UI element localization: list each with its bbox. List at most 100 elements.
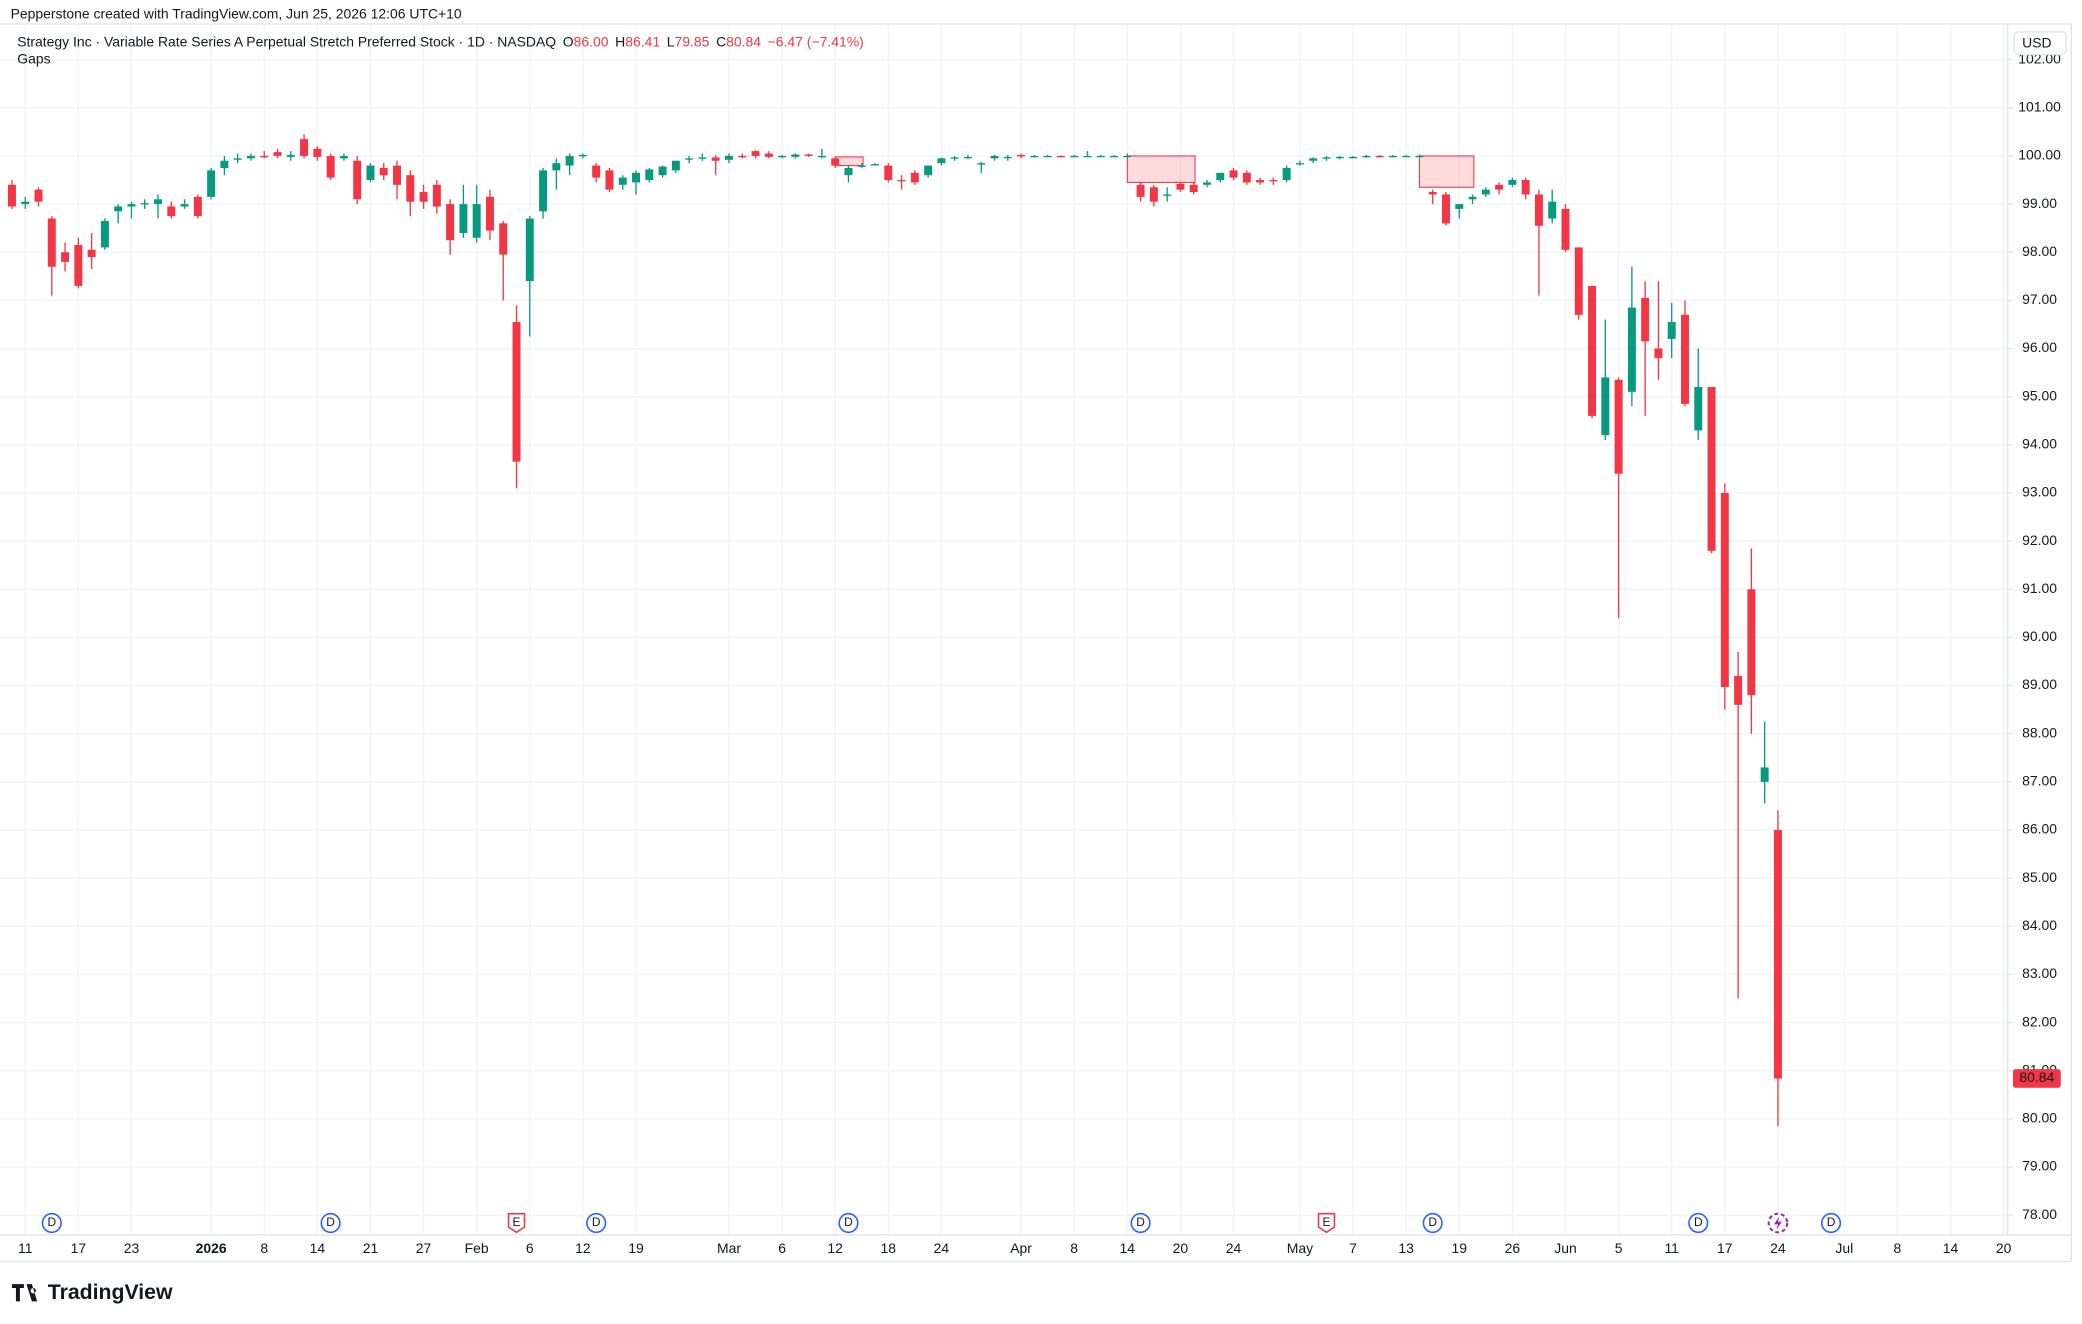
candle-body	[1017, 154, 1026, 157]
candle-body	[1149, 187, 1158, 202]
candle-body	[366, 165, 375, 181]
y-tick-label: 89.00	[2022, 676, 2057, 692]
candle-body	[300, 139, 309, 156]
x-tick-label: 20	[1996, 1240, 2012, 1256]
x-tick-label: Jun	[1554, 1240, 1576, 1256]
legend-title: Strategy Inc · Variable Rate Series A Pe…	[17, 33, 556, 49]
candle-body	[485, 196, 494, 231]
y-tick-label: 87.00	[2022, 773, 2057, 789]
candle-body	[127, 204, 136, 207]
y-tick-label: 101.00	[2018, 98, 2061, 114]
event-label: D	[844, 1215, 853, 1229]
candle-body	[1747, 589, 1756, 696]
y-tick-label: 96.00	[2022, 339, 2057, 355]
x-tick-label: May	[1287, 1240, 1313, 1256]
candle-body	[1043, 155, 1052, 158]
candle-body	[897, 180, 906, 182]
x-tick-label: 20	[1173, 1240, 1189, 1256]
y-tick-label: 79.00	[2022, 1158, 2057, 1174]
candle-body	[844, 167, 853, 176]
x-tick-label: 8	[1894, 1240, 1902, 1256]
candle-body	[724, 155, 733, 160]
candle-body	[1083, 155, 1092, 158]
gap-box	[1418, 155, 1475, 188]
candle-body	[1335, 156, 1344, 159]
x-tick-label: 2026	[196, 1240, 227, 1256]
y-tick-label: 88.00	[2022, 724, 2057, 740]
candle-body	[419, 192, 428, 202]
candle-body	[871, 164, 880, 166]
event-marker[interactable]: D	[838, 1212, 859, 1234]
legend-open-key: O	[563, 33, 574, 49]
last-price-label: 80.84	[2019, 1069, 2054, 1085]
x-tick-label: Apr	[1010, 1240, 1032, 1256]
candle-body	[685, 158, 694, 160]
candle-body	[326, 155, 335, 178]
y-tick-label: 92.00	[2022, 532, 2057, 548]
legend-line: Strategy Inc · Variable Rate Series A Pe…	[17, 33, 864, 49]
event-shape	[838, 1212, 859, 1234]
x-tick-label: Mar	[717, 1240, 741, 1256]
candle-body	[61, 252, 70, 262]
candle-body	[1548, 201, 1557, 219]
event-marker[interactable]: D	[586, 1212, 607, 1234]
x-tick-label: 12	[575, 1240, 591, 1256]
candle-body	[1110, 155, 1119, 158]
candle-body	[353, 160, 362, 200]
candle-body	[632, 172, 641, 183]
candle-body	[1481, 189, 1490, 195]
legend-low-key: L	[667, 33, 675, 49]
candle-body	[963, 156, 972, 159]
x-tick-label: 21	[363, 1240, 379, 1256]
candle-body	[857, 165, 866, 167]
x-tick-label: 24	[1226, 1240, 1242, 1256]
legend-close-key: C	[716, 33, 726, 49]
currency[interactable]: USD	[2022, 35, 2051, 51]
candle-body	[1773, 830, 1782, 1079]
event-marker[interactable]: D	[320, 1212, 341, 1234]
candle-body	[273, 152, 282, 156]
event-marker[interactable]: D	[1820, 1212, 1842, 1234]
logo-mark	[11, 1284, 38, 1302]
event-shape	[1820, 1212, 1842, 1234]
credit: Pepperstone created with TradingView.com…	[11, 5, 462, 21]
event-marker[interactable]: D	[1688, 1212, 1709, 1234]
legend-high: 86.41	[625, 33, 660, 49]
candle-body	[977, 163, 986, 165]
x-tick-label: 11	[1664, 1240, 1679, 1256]
x-tick-label: 27	[416, 1240, 432, 1256]
axes: 78.0079.0080.0081.0082.0083.0084.0085.00…	[18, 50, 2061, 1256]
candle-body	[393, 165, 401, 185]
x-tick-label: 24	[934, 1240, 950, 1256]
candle-body	[140, 203, 149, 205]
candle-body	[220, 160, 229, 168]
candle-body	[1003, 156, 1012, 159]
candle-body	[711, 157, 720, 161]
currency-box[interactable]	[2013, 31, 2067, 56]
candle-body	[804, 154, 813, 156]
candle-body	[884, 165, 893, 181]
candle-body	[459, 204, 468, 233]
candle-body	[1070, 155, 1079, 158]
y-tick-label: 91.00	[2022, 580, 2057, 596]
candle-body	[286, 154, 295, 157]
candle-body	[552, 163, 561, 171]
candle-body	[512, 322, 521, 462]
x-tick-label: 18	[881, 1240, 897, 1256]
event-shape	[1317, 1212, 1336, 1234]
candle-body	[910, 172, 919, 183]
candle-body	[764, 153, 773, 157]
candle-body	[1588, 285, 1597, 416]
gaps	[834, 155, 1475, 188]
event-marker[interactable]: E	[1317, 1212, 1336, 1234]
x-tick-label: Feb	[465, 1240, 489, 1256]
candle-body	[1216, 172, 1225, 181]
candle-body	[114, 206, 123, 212]
event-marker[interactable]: D	[1130, 1212, 1151, 1234]
event-marker[interactable]: E	[507, 1212, 526, 1234]
event-marker[interactable]: D	[41, 1212, 62, 1234]
event-marker[interactable]: D	[1422, 1212, 1443, 1234]
candle-body	[1349, 156, 1358, 159]
